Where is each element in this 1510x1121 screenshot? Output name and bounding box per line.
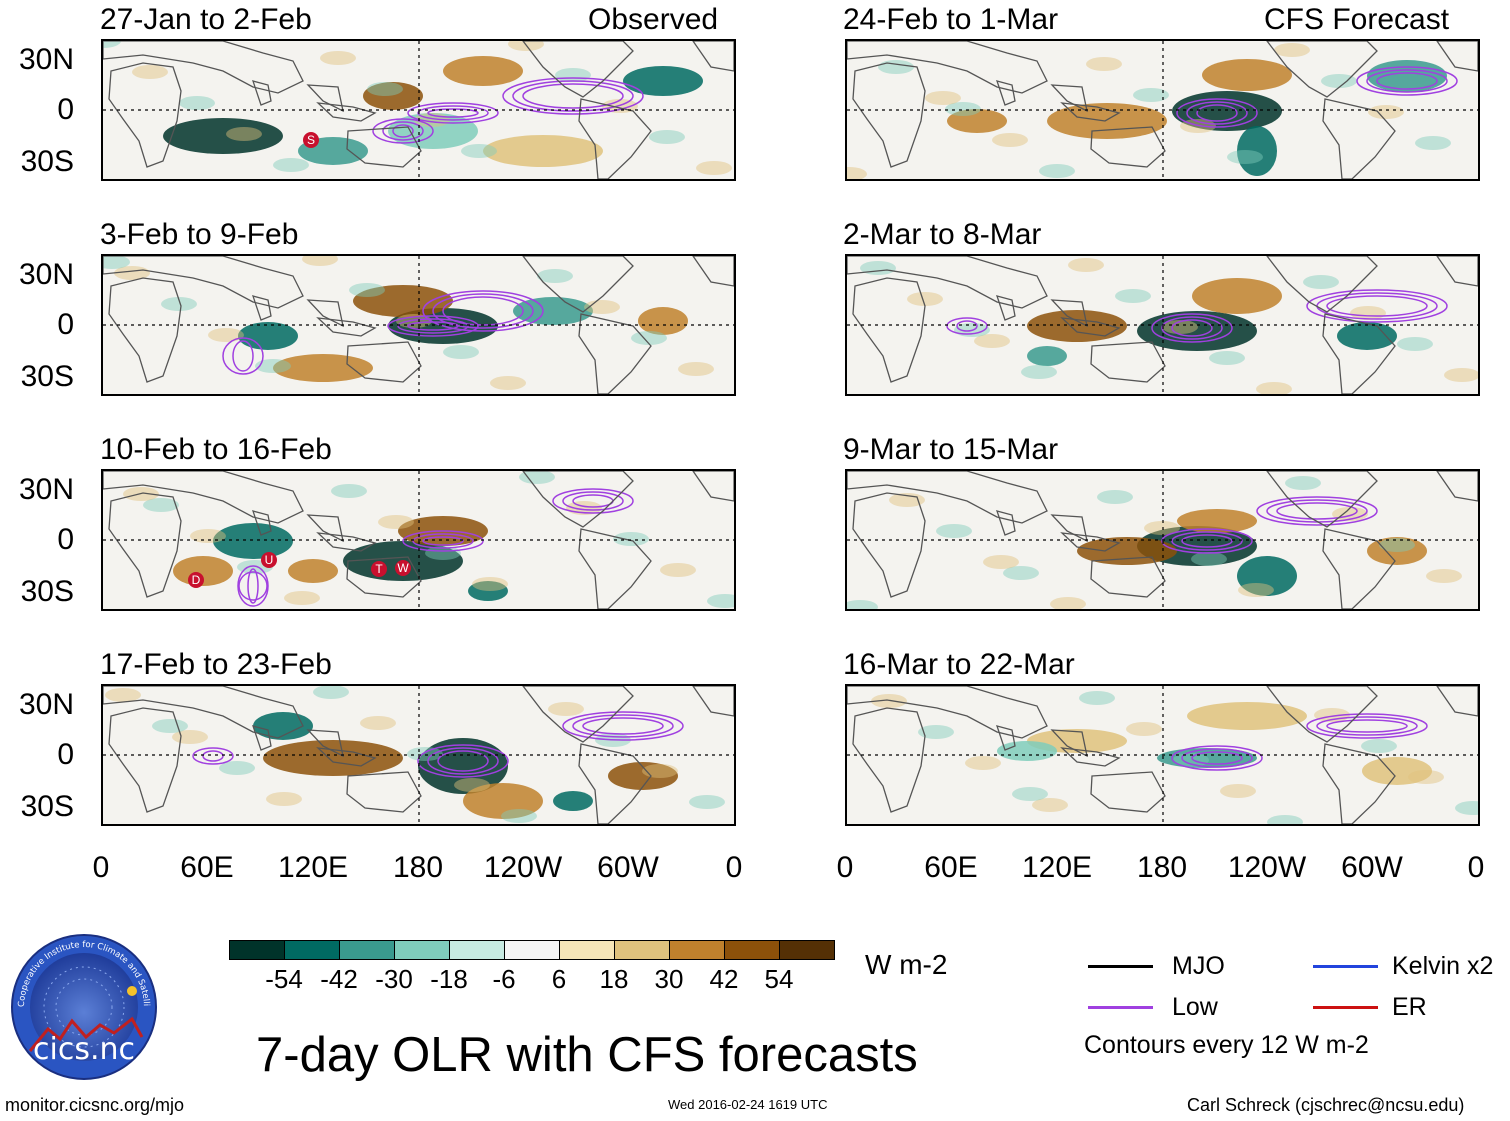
colorbar-swatch [724,940,780,960]
colorbar-tick: 6 [551,964,567,994]
observed-label: Observed [588,3,719,36]
map-panel-fc-4 [845,684,1480,826]
lon-label: 0 [725,851,743,884]
lat-label-eq: 0 [57,738,74,771]
panel-title-obs-2: 3-Feb to 9-Feb [100,218,299,251]
lat-label-30n: 30N [18,258,74,291]
panel-title-fc-1: 24-Feb to 1-Mar [843,3,1059,36]
colorbar-swatch [559,940,615,960]
colorbar-swatch [449,940,505,960]
olr-map [103,256,734,394]
lon-label: 0 [92,851,110,884]
panel-title-obs-1: 27-Jan to 2-Feb [100,3,312,36]
colorbar-swatch [229,940,285,960]
lon-label: 60E [180,851,234,884]
olr-map [103,41,734,179]
colorbar-tick: -30 [375,964,413,994]
olr-map [847,686,1478,824]
olr-map [847,256,1478,394]
colorbar-swatch [504,940,560,960]
colorbar-tick: -42 [320,964,358,994]
lon-label: 60W [597,851,659,884]
colorbar-tick: -18 [430,964,468,994]
lon-label: 180 [1136,851,1188,884]
storm-marker: T [371,561,387,577]
legend-line-kelvin [1313,965,1378,968]
map-panel-obs-2 [101,254,736,396]
lon-label: 0 [1467,851,1485,884]
storm-marker: S [303,132,319,148]
lon-label: 60W [1341,851,1403,884]
map-panel-fc-3 [845,469,1480,611]
lon-label: 0 [836,851,854,884]
colorbar-swatch [394,940,450,960]
legend-label-low: Low [1172,993,1218,1021]
colorbar-tick: -6 [492,964,516,994]
colorbar-swatch [339,940,395,960]
olr-map [103,471,734,609]
lat-label-30n: 30N [18,688,74,721]
lat-label-30s: 30S [20,575,74,608]
panel-title-obs-4: 17-Feb to 23-Feb [100,648,332,681]
map-panel-fc-2 [845,254,1480,396]
main-title: 7-day OLR with CFS forecasts [256,1028,918,1082]
colorbar-unit: W m-2 [865,949,948,980]
storm-marker: W [395,560,411,576]
legend-label-mjo: MJO [1172,952,1225,980]
colorbar-swatch [669,940,725,960]
lat-label-eq: 0 [57,93,74,126]
lon-label: 120W [483,851,563,884]
colorbar-swatch [284,940,340,960]
olr-map [103,686,734,824]
colorbar-tick: 54 [764,964,794,994]
logo-text: cics.nc [33,1032,135,1067]
legend-line-mjo [1088,965,1153,968]
lon-label: 180 [392,851,444,884]
panel-title-fc-2: 2-Mar to 8-Mar [843,218,1042,251]
lat-label-30n: 30N [18,43,74,76]
legend-label-er: ER [1392,993,1427,1021]
contours-note: Contours every 12 W m-2 [1084,1031,1369,1059]
colorbar-tick: 18 [599,964,629,994]
lon-label: 120W [1227,851,1307,884]
legend-line-low [1088,1006,1153,1009]
lon-label: 120E [1021,851,1093,884]
lat-label-30s: 30S [20,145,74,178]
lat-label-30n: 30N [18,473,74,506]
cics-logo: Cooperative Institute for Climate and Sa… [7,926,158,1081]
panel-title-obs-3: 10-Feb to 16-Feb [100,433,332,466]
lon-label: 60E [924,851,978,884]
footer-credit: Carl Schreck (cjschrec@ncsu.edu) [1187,1095,1465,1115]
lat-label-eq: 0 [57,308,74,341]
map-panel-obs-3 [101,469,736,611]
map-panel-obs-1 [101,39,736,181]
lat-label-30s: 30S [20,790,74,823]
lat-label-eq: 0 [57,523,74,556]
colorbar-swatch [779,940,835,960]
legend-label-kelvin: Kelvin x2 [1392,952,1494,980]
colorbar-tick: 30 [654,964,684,994]
footer-url[interactable]: monitor.cicsnc.org/mjo [5,1095,185,1115]
map-panel-obs-4 [101,684,736,826]
legend-line-er [1313,1006,1378,1009]
olr-map [847,41,1478,179]
colorbar-swatch [614,940,670,960]
panel-title-fc-4: 16-Mar to 22-Mar [843,648,1075,681]
storm-marker: D [188,572,204,588]
storm-marker: U [261,552,277,568]
lat-label-30s: 30S [20,360,74,393]
colorbar-tick: -54 [265,964,303,994]
map-panel-fc-1 [845,39,1480,181]
lon-label: 120E [277,851,349,884]
colorbar-tick: 42 [709,964,739,994]
footer-timestamp: Wed 2016-02-24 1619 UTC [668,1097,828,1112]
forecast-label: CFS Forecast [1264,3,1450,36]
olr-map [847,471,1478,609]
panel-title-fc-3: 9-Mar to 15-Mar [843,433,1059,466]
